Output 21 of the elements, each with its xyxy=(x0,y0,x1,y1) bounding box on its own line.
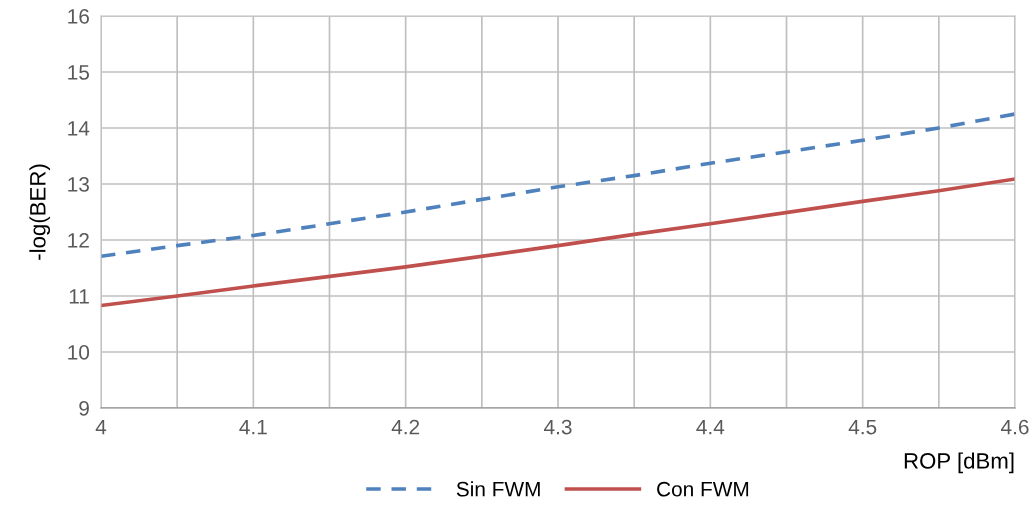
y-tick-label: 10 xyxy=(68,345,90,360)
x-tick-label: 4.3 xyxy=(544,419,572,435)
y-tick-label: 16 xyxy=(68,9,89,24)
legend-label: Sin FWM xyxy=(456,481,540,497)
y-axis-title: -log(BER) xyxy=(29,164,51,260)
y-tick-label: 11 xyxy=(69,289,89,304)
y-tick-label: 9 xyxy=(79,401,89,416)
x-axis-title: ROP [dBm] xyxy=(904,452,1014,474)
x-tick-label: 4.2 xyxy=(391,419,420,435)
x-tick-label: 4.6 xyxy=(1001,419,1029,435)
x-tick-label: 4.5 xyxy=(848,419,877,435)
line-series xyxy=(101,112,1015,259)
y-tick-label: 14 xyxy=(68,121,90,136)
y-tick-label: 12 xyxy=(68,233,89,248)
y-tick-label: 15 xyxy=(68,65,90,80)
x-tick-label: 4 xyxy=(95,419,107,435)
x-tick-label: 4.1 xyxy=(239,419,267,435)
line-series xyxy=(101,177,1015,308)
legend-label: Con FWM xyxy=(657,481,749,497)
y-tick-label: 13 xyxy=(68,177,89,192)
x-tick-label: 4.4 xyxy=(696,419,725,435)
